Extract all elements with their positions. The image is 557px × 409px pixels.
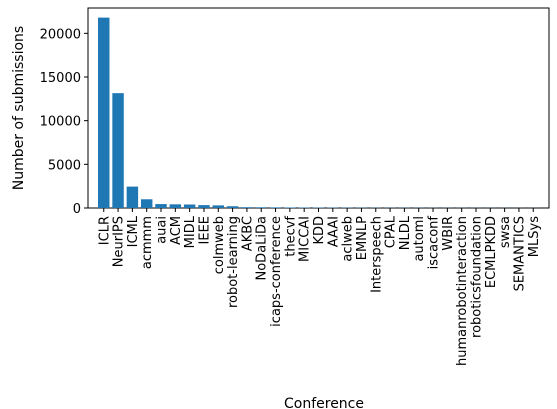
bar-NoDaLiDa <box>255 207 267 208</box>
bar-IEEE <box>198 205 210 208</box>
x-tick-label: MIDL <box>183 215 198 248</box>
y-tick-label: 10000 <box>40 115 81 130</box>
x-tick-label: WBIR <box>441 216 456 251</box>
bar-icaps-conference <box>269 207 282 208</box>
x-tick-label: NoDaLiDa <box>255 216 270 281</box>
x-tick-label: colmweb <box>212 216 227 274</box>
x-tick-label: swsa <box>498 216 513 248</box>
x-tick-label: CPAL <box>384 215 399 248</box>
x-tick-label: thecvf <box>283 216 298 257</box>
x-tick-label: IEEE <box>197 216 212 244</box>
x-tick-label: humanrobotinteraction <box>455 216 470 366</box>
bar-MIDL <box>183 204 196 208</box>
bar-robot-learning <box>226 206 239 208</box>
bar-thecvf <box>284 207 296 208</box>
x-tick-label: AAAI <box>326 216 341 247</box>
x-tick-label: auai <box>155 216 170 244</box>
x-tick-label: SEMANTICS <box>512 216 527 291</box>
x-tick-label: ECMLPKDD <box>484 216 499 288</box>
plot-area <box>87 7 550 209</box>
bar-ICML <box>126 186 139 208</box>
x-axis-label: Conference <box>284 396 364 409</box>
x-tick-label: automl <box>412 216 427 262</box>
x-tick-label: icaps-conference <box>269 216 284 327</box>
y-axis-ticks: 0 5000 10000 15000 20000 <box>40 27 88 217</box>
x-tick-label: acmmm <box>140 216 155 269</box>
x-tick-label: NLDL <box>398 215 413 250</box>
y-tick-label: 20000 <box>40 27 81 42</box>
y-axis-label: Number of submissions <box>11 26 27 190</box>
x-tick-label: roboticsfoundation <box>469 216 484 338</box>
x-tick-label: robot-learning <box>226 216 241 308</box>
y-tick-label: 0 <box>73 202 81 217</box>
x-tick-label: ICLR <box>97 216 112 245</box>
x-tick-label: MLSys <box>527 216 542 257</box>
x-tick-label: KDD <box>312 216 327 245</box>
x-tick-label: EMNLP <box>355 216 370 260</box>
bars-group <box>98 17 539 208</box>
axes-frame <box>87 7 550 209</box>
x-tick-label: aclweb <box>341 216 356 262</box>
bar-auai <box>155 204 167 208</box>
x-tick-label: ICML <box>126 215 141 247</box>
x-tick-label: iscaconf <box>427 216 442 270</box>
x-tick-label: NeurIPS <box>112 216 127 267</box>
bar-ICLR <box>98 17 110 208</box>
bar-colmweb <box>212 205 225 208</box>
y-tick-label: 5000 <box>48 158 81 173</box>
x-tick-label: ACM <box>169 216 184 245</box>
bar-NeurIPS <box>112 93 124 208</box>
x-tick-label: AKBC <box>240 216 255 251</box>
bar-ACM <box>169 204 182 208</box>
bar-AKBC <box>241 207 253 208</box>
y-tick-label: 15000 <box>40 71 81 86</box>
x-tick-label: MICCAI <box>298 216 313 262</box>
bar-acmmm <box>140 199 153 208</box>
x-tick-label: Interspeech <box>369 216 384 293</box>
x-axis-ticks: ICLR NeurIPS ICML acmmm auai ACM MIDL IEEE colmw… <box>97 208 542 366</box>
